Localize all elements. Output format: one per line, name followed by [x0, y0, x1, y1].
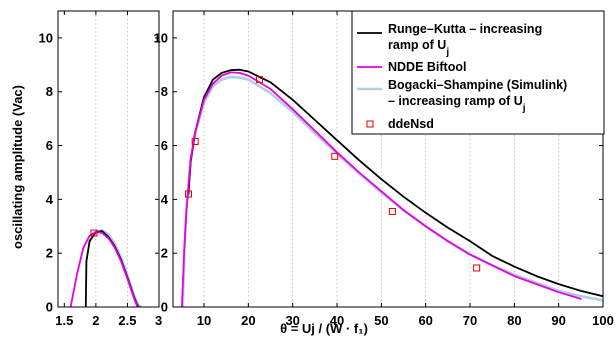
runge-kutta-line	[187, 68, 603, 298]
left-plot-panel: 0 2 4 6 8 10 1.5 2 2.5 3	[39, 10, 162, 328]
x-tick-label: 1.5	[55, 313, 73, 328]
x-tick-label: 90	[551, 313, 565, 328]
y-tick-label: 0	[161, 300, 168, 315]
x-tick-label: 10	[197, 313, 211, 328]
dde-nsd-marker	[473, 264, 481, 272]
series-group	[181, 68, 603, 307]
dde-nsd-marker	[388, 207, 396, 215]
y-tick-label: 6	[46, 138, 53, 153]
series-group	[69, 229, 143, 307]
x-tick-label: 80	[507, 313, 521, 328]
legend-subscript: j	[522, 103, 526, 114]
legend-box	[351, 10, 605, 135]
x-tick-label: 30	[285, 313, 299, 328]
ndde-biftool-line	[69, 230, 140, 307]
y-tick-label: 8	[46, 84, 53, 99]
legend-label: Bogacki–Shampine (Simulink)	[388, 78, 567, 92]
y-tick-label: 4	[161, 192, 169, 207]
dde-nsd-marker	[255, 76, 263, 84]
x-axis-label: θ = Uj / (W · f₁)	[280, 321, 368, 336]
y-tick-label: 0	[46, 300, 53, 315]
x-tick-label: 70	[463, 313, 477, 328]
dde-nsd-marker	[185, 190, 193, 198]
legend-subscript: j	[445, 47, 449, 58]
y-tick-label: 8	[161, 84, 168, 99]
legend-label: ddeNsd	[388, 117, 434, 131]
y-tick-label: 2	[46, 246, 53, 261]
y-tick-label: 2	[161, 246, 168, 261]
dde-nsd-marker	[331, 152, 339, 160]
x-tick-label: 50	[374, 313, 388, 328]
y-tick-label: 4	[46, 192, 54, 207]
x-tick-label: 3	[155, 313, 162, 328]
x-tick-label: 2.5	[118, 313, 136, 328]
x-tick-label: 20	[241, 313, 255, 328]
x-tick-label: 40	[330, 313, 344, 328]
x-tick-label: 60	[418, 313, 432, 328]
dde-nsd-marker	[90, 229, 98, 237]
y-axis-label: oscillating amplitude (Vac)	[10, 85, 25, 249]
y-tick-label: 6	[161, 138, 168, 153]
ndde-biftool-line	[181, 71, 582, 307]
x-tick-label: 2	[92, 313, 99, 328]
y-tick-label: 10	[154, 30, 168, 45]
dde-nsd-marker	[191, 138, 199, 146]
legend-label: Runge–Kutta – increasing	[388, 22, 542, 36]
x-tick-label: 100	[592, 313, 614, 328]
legend-label: NDDE Biftool	[388, 60, 466, 74]
plot-frame	[57, 10, 160, 308]
legend-marker	[366, 120, 374, 128]
y-tick-label: 10	[39, 30, 53, 45]
